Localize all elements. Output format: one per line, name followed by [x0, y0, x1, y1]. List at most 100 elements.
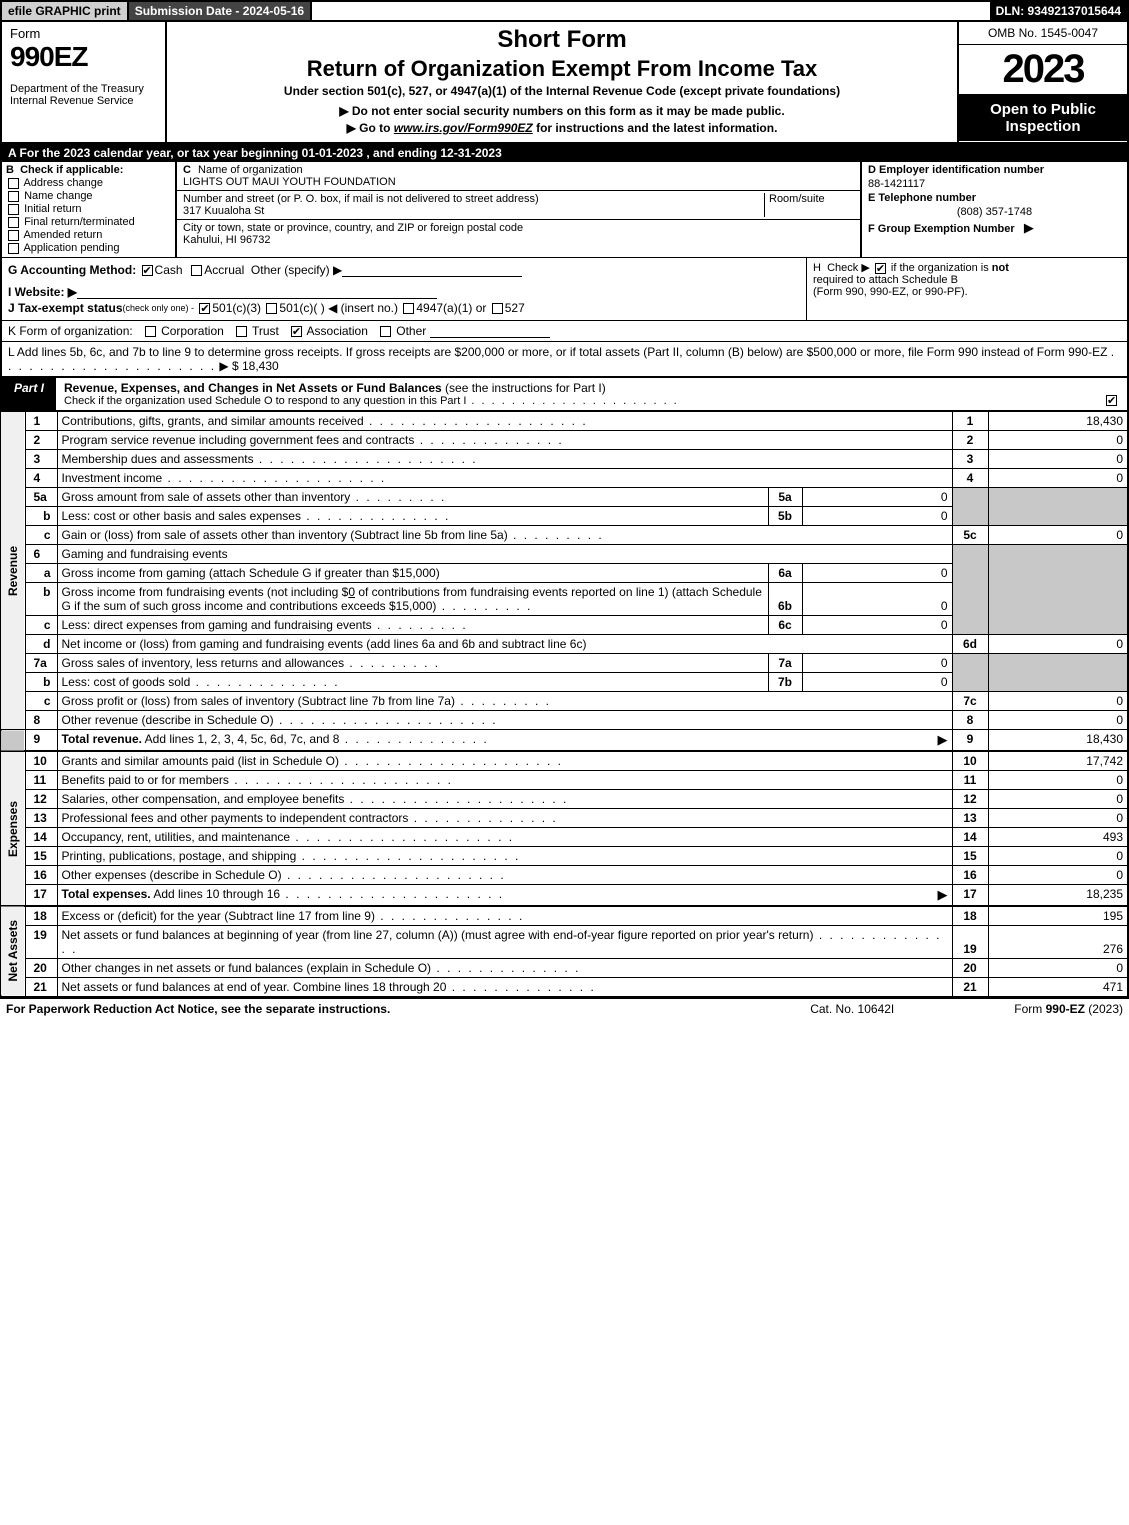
line-19-num: 19 — [25, 926, 57, 959]
checkbox-initial-return[interactable] — [8, 204, 19, 215]
line-9-desc2: Add lines 1, 2, 3, 4, 5c, 6d, 7c, and 8 — [142, 732, 339, 746]
footer-cat-no: Cat. No. 10642I — [810, 1002, 894, 1016]
dots-icon — [455, 694, 551, 708]
dots-icon — [446, 980, 595, 994]
checkbox-schedule-o[interactable] — [1106, 395, 1117, 406]
c-city-label: City or town, state or province, country… — [183, 222, 523, 234]
line-8: 8 Other revenue (describe in Schedule O)… — [1, 711, 1128, 730]
checkbox-h[interactable] — [875, 263, 886, 274]
dots-icon — [436, 599, 532, 613]
checkbox-501c[interactable] — [266, 303, 277, 314]
dots-icon — [282, 868, 506, 882]
h-label: H — [813, 262, 821, 274]
line-19: 19 Net assets or fund balances at beginn… — [1, 926, 1128, 959]
line-7b-mv: 0 — [802, 673, 952, 692]
dots-icon — [408, 811, 557, 825]
row-g-h: G Accounting Method: Cash Accrual Other … — [0, 258, 1129, 321]
line-2-num: 2 — [25, 431, 57, 450]
line-7a-mn: 7a — [768, 654, 802, 673]
website-input[interactable] — [77, 285, 437, 299]
ein-value: 88-1421117 — [868, 178, 1121, 190]
part-1-header: Part I Revenue, Expenses, and Changes in… — [0, 378, 1129, 411]
shade-cell — [988, 545, 1128, 564]
line-4-num: 4 — [25, 469, 57, 488]
checkbox-cash[interactable] — [142, 265, 153, 276]
checkbox-application-pending[interactable] — [8, 243, 19, 254]
part-1-subtitle-dots — [466, 395, 678, 407]
line-12-num: 12 — [25, 790, 57, 809]
efile-print-button[interactable]: efile GRAPHIC print — [2, 2, 129, 20]
dots-icon — [344, 792, 568, 806]
line-9-rv: 18,430 — [988, 730, 1128, 752]
other-specify-input[interactable] — [342, 263, 522, 277]
line-21-rn: 21 — [952, 978, 988, 997]
line-21-rv: 471 — [988, 978, 1128, 997]
checkbox-final-return[interactable] — [8, 217, 19, 228]
line-17-rn: 17 — [952, 885, 988, 907]
irs-link[interactable]: www.irs.gov/Form990EZ — [394, 121, 533, 135]
instruction-ssn: ▶ Do not enter social security numbers o… — [175, 104, 949, 118]
j-501c: 501(c)( ) ◀ (insert no.) — [279, 301, 398, 315]
line-6b-mn: 6b — [768, 583, 802, 616]
dots-icon — [162, 471, 386, 485]
line-18: Net Assets 18 Excess or (deficit) for th… — [1, 906, 1128, 926]
line-11-desc: Benefits paid to or for members — [62, 773, 229, 787]
i-label: I Website: ▶ — [8, 285, 77, 299]
c-street-label: Number and street (or P. O. box, if mail… — [183, 193, 539, 205]
line-15-rv: 0 — [988, 847, 1128, 866]
line-6b-mv: 0 — [802, 583, 952, 616]
line-16-num: 16 — [25, 866, 57, 885]
checkbox-association[interactable] — [291, 326, 302, 337]
line-1-num: 1 — [25, 412, 57, 431]
instruction-goto-suffix: for instructions and the latest informat… — [533, 121, 778, 135]
dots-icon — [280, 887, 504, 901]
column-c: C Name of organization LIGHTS OUT MAUI Y… — [177, 162, 862, 257]
checkbox-527[interactable] — [492, 303, 503, 314]
line-17-num: 17 — [25, 885, 57, 907]
chk-final-return: Final return/terminated — [24, 216, 135, 228]
checkbox-other[interactable] — [380, 326, 391, 337]
dots-icon — [344, 656, 440, 670]
line-16: 16 Other expenses (describe in Schedule … — [1, 866, 1128, 885]
k-assoc: Association — [307, 324, 368, 338]
line-6a-mn: 6a — [768, 564, 802, 583]
checkbox-corporation[interactable] — [145, 326, 156, 337]
checkbox-accrual[interactable] — [191, 265, 202, 276]
room-suite-label: Room/suite — [769, 193, 825, 205]
g-label: G Accounting Method: — [8, 263, 136, 277]
footer-form-number: 990-EZ — [1046, 1002, 1085, 1016]
line-20: 20 Other changes in net assets or fund b… — [1, 959, 1128, 978]
line-2-rv: 0 — [988, 431, 1128, 450]
dots-icon — [290, 830, 514, 844]
arrow-right-icon — [938, 887, 948, 903]
checkbox-4947[interactable] — [403, 303, 414, 314]
part-1-title-suffix: (see the instructions for Part I) — [445, 381, 606, 395]
submission-date-button[interactable]: Submission Date - 2024-05-16 — [129, 2, 312, 20]
line-13-rv: 0 — [988, 809, 1128, 828]
shade-cell — [952, 616, 988, 635]
accounting-cash: Cash — [155, 263, 183, 277]
l-label: L — [8, 345, 14, 359]
line-5b-num: b — [25, 507, 57, 526]
checkbox-trust[interactable] — [236, 326, 247, 337]
line-2: 2 Program service revenue including gove… — [1, 431, 1128, 450]
k-other-input[interactable] — [430, 324, 550, 338]
e-label: E Telephone number — [868, 192, 976, 204]
line-2-desc: Program service revenue including govern… — [62, 433, 415, 447]
l-arrow: ▶ $ — [219, 359, 238, 373]
line-9-num: 9 — [25, 730, 57, 752]
checkbox-address-change[interactable] — [8, 178, 19, 189]
line-5c-desc: Gain or (loss) from sale of assets other… — [62, 528, 508, 542]
line-10-rv: 17,742 — [988, 751, 1128, 771]
checkbox-501c3[interactable] — [199, 303, 210, 314]
line-13-desc: Professional fees and other payments to … — [62, 811, 409, 825]
checkbox-amended-return[interactable] — [8, 230, 19, 241]
line-5c-rn: 5c — [952, 526, 988, 545]
chk-name-change: Name change — [24, 190, 93, 202]
checkbox-name-change[interactable] — [8, 191, 19, 202]
line-20-rv: 0 — [988, 959, 1128, 978]
line-18-desc: Excess or (deficit) for the year (Subtra… — [62, 909, 375, 923]
line-6: 6 Gaming and fundraising events — [1, 545, 1128, 564]
d-label: D Employer identification number — [868, 164, 1044, 176]
line-11-rn: 11 — [952, 771, 988, 790]
